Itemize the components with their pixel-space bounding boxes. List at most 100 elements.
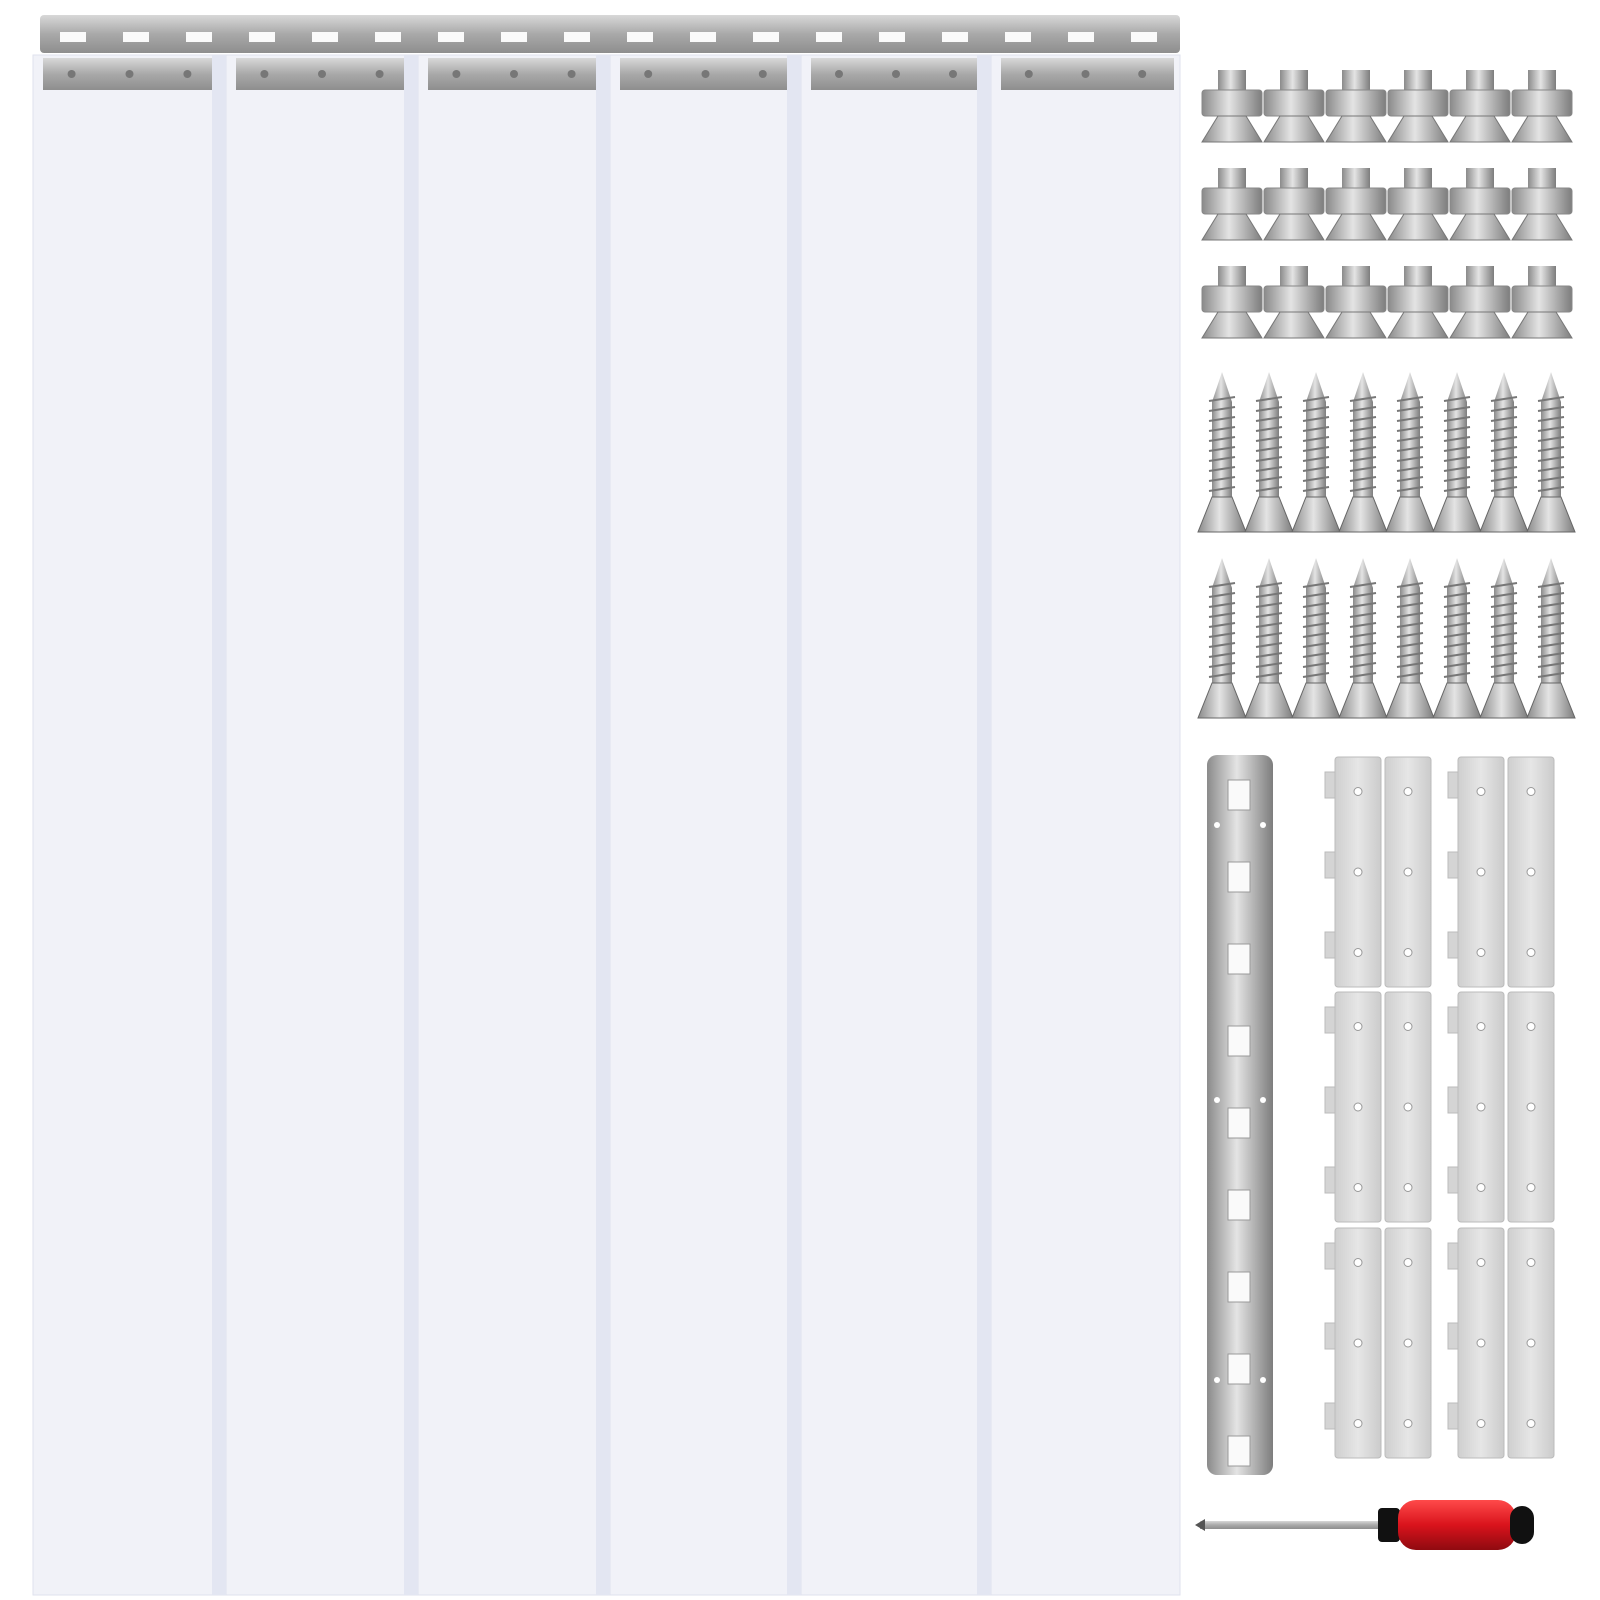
plate-hole [1353, 1183, 1363, 1192]
screw-thread [1349, 476, 1377, 482]
clamp-plates [1324, 756, 1555, 1459]
nut [1263, 187, 1325, 215]
bolt-head [1201, 115, 1263, 143]
screw-thread [1302, 446, 1330, 452]
screw-shank [1400, 372, 1420, 497]
screw-thread [1490, 592, 1518, 598]
screw-thread [1208, 486, 1236, 492]
strip-overlap [212, 55, 226, 1595]
screw-thread [1208, 446, 1236, 452]
screw-thread [1396, 642, 1424, 648]
screw-thread [1349, 662, 1377, 668]
screw-thread [1302, 612, 1330, 618]
screw-head [1291, 496, 1341, 533]
bolt-thread [1528, 168, 1556, 190]
rail-slot [1131, 32, 1157, 42]
screw-shank [1212, 558, 1232, 683]
plate-hole [1403, 1419, 1413, 1428]
clamp-screw [701, 70, 710, 78]
screw-thread [1443, 396, 1471, 402]
screw-thread [1255, 592, 1283, 598]
screw-thread [1349, 612, 1377, 618]
screw-thread [1255, 652, 1283, 658]
screw-thread [1490, 582, 1518, 588]
screw-head [1432, 496, 1482, 533]
strip-overlap [977, 55, 991, 1595]
screw-thread [1396, 446, 1424, 452]
screw-thread [1443, 486, 1471, 492]
bolt-head [1201, 311, 1263, 339]
bolt-head [1325, 115, 1387, 143]
bolt-thread [1342, 168, 1370, 190]
nut [1511, 187, 1573, 215]
screw-head [1197, 496, 1247, 533]
screw-shank [1447, 558, 1467, 683]
rail-slot [879, 32, 905, 42]
screw-thread [1396, 602, 1424, 608]
nut [1449, 89, 1511, 117]
plate-hole [1353, 1258, 1363, 1267]
screw-head [1479, 496, 1529, 533]
screw-thread [1537, 582, 1565, 588]
screw-thread [1302, 632, 1330, 638]
screw-thread [1255, 446, 1283, 452]
screw-shank [1447, 372, 1467, 497]
bolt-thread [1218, 70, 1246, 92]
plate-hole [1526, 1183, 1536, 1192]
screw-thread [1349, 642, 1377, 648]
screw-thread [1255, 612, 1283, 618]
screw-thread [1302, 406, 1330, 412]
screw-thread [1396, 652, 1424, 658]
plate-hole [1476, 1419, 1486, 1428]
screw-head [1479, 682, 1529, 719]
nut [1449, 285, 1511, 313]
plate-hole [1476, 948, 1486, 957]
rail-slot [60, 32, 86, 42]
bolt-head [1201, 213, 1263, 241]
screw-thread [1349, 672, 1377, 678]
screw-thread [1490, 672, 1518, 678]
screw-thread [1443, 672, 1471, 678]
screw-thread [1208, 396, 1236, 402]
screw-thread [1443, 592, 1471, 598]
plate-hole [1353, 948, 1363, 957]
screw-thread [1302, 582, 1330, 588]
screw-thread [1490, 652, 1518, 658]
screw-thread [1490, 426, 1518, 432]
rail-slot [1227, 779, 1251, 811]
plate-hole [1476, 1183, 1486, 1192]
screw-thread [1349, 602, 1377, 608]
screw-thread [1537, 632, 1565, 638]
screw-thread [1490, 446, 1518, 452]
screw-shank [1259, 372, 1279, 497]
screw-thread [1490, 436, 1518, 442]
nut [1325, 285, 1387, 313]
screw-thread [1302, 622, 1330, 628]
screw-shank [1541, 558, 1561, 683]
screw-thread [1396, 622, 1424, 628]
bolt-thread [1218, 168, 1246, 190]
rail-slot [1227, 1271, 1251, 1303]
screw-thread [1396, 396, 1424, 402]
plate-hole [1353, 867, 1363, 877]
rail-slot [1227, 1189, 1251, 1221]
screw-thread [1302, 466, 1330, 472]
bolt-head [1387, 115, 1449, 143]
clamp-screw [183, 70, 192, 78]
plate-hole [1403, 948, 1413, 957]
screw-thread [1349, 416, 1377, 422]
rail-slot [942, 32, 968, 42]
screw-thread [1490, 602, 1518, 608]
screw-thread [1443, 466, 1471, 472]
bolt-head [1449, 213, 1511, 241]
screw-thread [1396, 466, 1424, 472]
screw-thread [1349, 582, 1377, 588]
clamp-screw [125, 70, 134, 78]
screw-shank [1494, 372, 1514, 497]
screw-thread [1443, 652, 1471, 658]
nut [1263, 89, 1325, 117]
strip [609, 54, 802, 1596]
rail-slot [1227, 1107, 1251, 1139]
rail-slot [312, 32, 338, 42]
plate-hole [1476, 787, 1486, 796]
